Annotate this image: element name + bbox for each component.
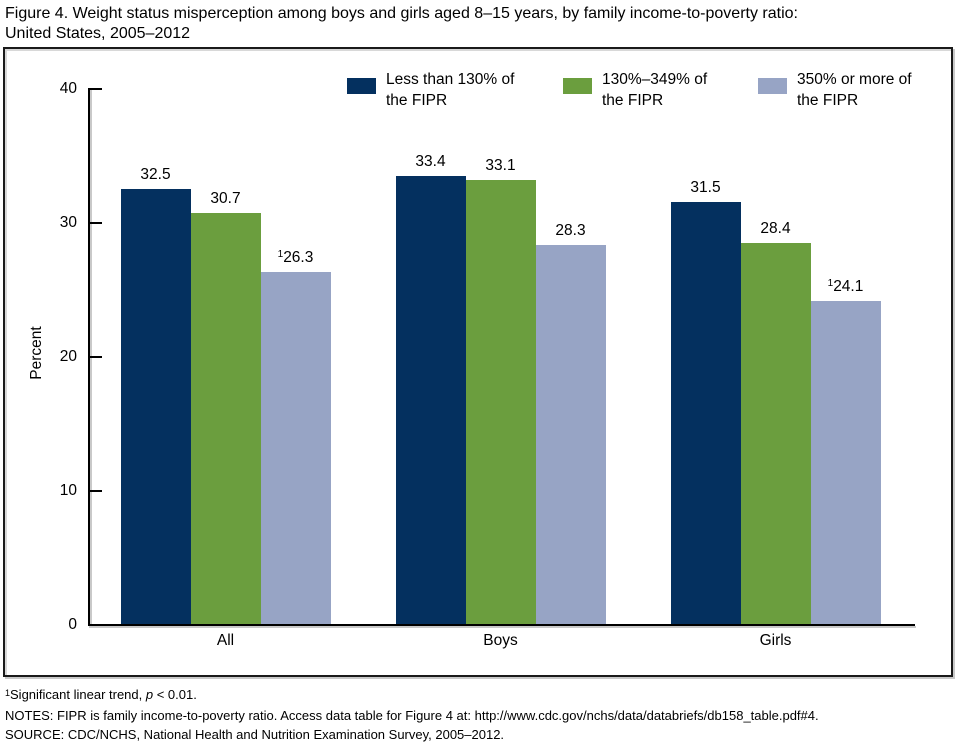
legend-label-line: the FIPR [386,92,448,109]
footnote-notes: NOTES: FIPR is family income-to-poverty … [5,708,819,723]
y-tick-label-40: 40 [59,80,77,97]
footnote-significance-text: Significant linear trend, [10,687,146,702]
legend-label-less-than-130-of-the-fipr: Less than 130% of the FIPR [386,69,514,111]
y-tick-mark-30 [90,222,102,224]
footnote-superscript: 1 [5,688,11,698]
bar-boys-350-or-more-of-the-fipr [535,244,606,624]
x-category-label-girls: Girls [759,632,792,649]
bar-value-boys-less-than-130-of-the-fipr: 33.4 [415,153,446,171]
bar-value-girls-less-than-130-of-the-fipr: 31.5 [690,178,721,196]
legend-swatch-350-or-more-of-the-fipr [758,78,787,94]
legend-label-350-or-more-of-the-fipr: 350% or more of the FIPR [797,69,912,111]
bar-boys-130-349-of-the-fipr [465,180,536,624]
bar-boys-less-than-130-of-the-fipr [395,176,466,624]
bar-girls-130-349-of-the-fipr [740,243,811,624]
figure-title: Figure 4. Weight status misperception am… [5,4,950,44]
legend-label-line: 130%–349% of [602,71,708,88]
legend-label-130-349-of-the-fipr: 130%–349% of the FIPR [602,69,707,111]
x-category-label-boys: Boys [483,632,518,649]
bar-value-all-130-349-of-the-fipr: 30.7 [210,189,241,207]
bar-value-girls-350-or-more-of-the-fipr: 124.1 [827,278,864,296]
bar-value-boys-350-or-more-of-the-fipr: 28.3 [555,221,586,239]
y-tick-label-10: 10 [59,482,77,499]
legend-swatch-less-than-130-of-the-fipr [347,78,376,94]
y-tick-mark-20 [90,356,102,358]
y-tick-mark-40 [90,88,102,90]
significance-superscript: 1 [277,248,284,260]
chart-frame: Percent 0 10 20 30 40 32.5 30.7 126.3 All 33.4 33.… [3,47,953,677]
legend-swatch-130-349-of-the-fipr [563,78,592,94]
bar-all-350-or-more-of-the-fipr [260,271,331,624]
x-category-label-all: All [216,632,235,649]
bar-all-less-than-130-of-the-fipr [120,188,191,624]
y-axis-line [88,88,90,626]
bar-value-all-350-or-more-of-the-fipr: 126.3 [277,248,314,266]
legend-label-line: the FIPR [797,92,859,109]
bar-value-all-less-than-130-of-the-fipr: 32.5 [140,165,171,183]
bar-all-130-349-of-the-fipr [190,212,261,624]
y-tick-label-30: 30 [59,214,77,231]
legend-label-line: the FIPR [602,92,664,109]
y-tick-label-20: 20 [59,348,77,365]
x-axis-line [88,624,915,626]
footnote-significance-value: < 0.01. [153,687,197,702]
bar-girls-350-or-more-of-the-fipr [810,301,881,624]
footnote-significance: 1Significant linear trend, p < 0.01. [5,687,197,702]
figure-title-line2: United States, 2005–2012 [5,25,191,42]
bar-girls-less-than-130-of-the-fipr [670,201,741,624]
y-tick-label-0: 0 [68,616,77,633]
bar-value-boys-130-349-of-the-fipr: 33.1 [485,157,516,175]
footnote-p-symbol: p [145,687,154,702]
legend-label-line: Less than 130% of [386,71,515,88]
significance-superscript: 1 [827,278,834,290]
figure-title-line1: Figure 4. Weight status misperception am… [5,5,798,22]
legend-label-line: 350% or more of [797,71,912,88]
bar-value-girls-130-349-of-the-fipr: 28.4 [760,220,791,238]
y-tick-mark-10 [90,490,102,492]
footnote-source: SOURCE: CDC/NCHS, National Health and Nu… [5,727,505,742]
